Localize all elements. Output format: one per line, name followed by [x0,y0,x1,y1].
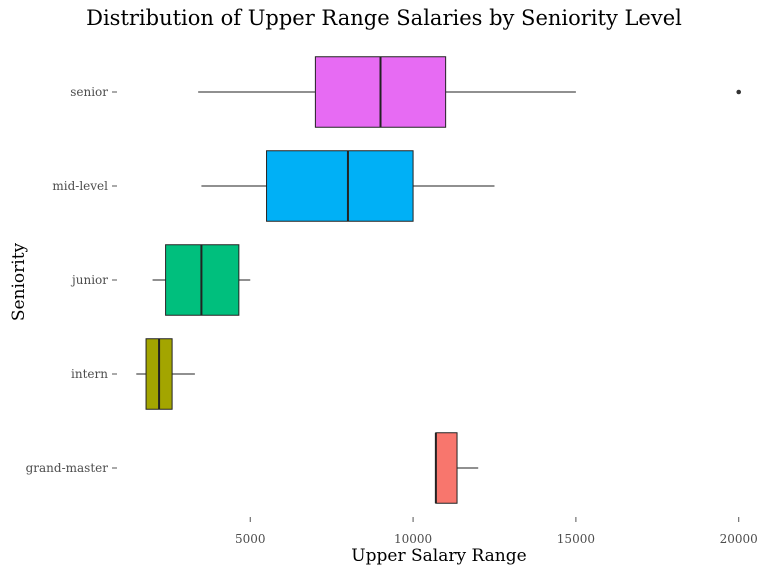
y-tick-label: intern [71,367,108,381]
x-tick-label: 20000 [720,532,758,546]
chart-title: Distribution of Upper Range Salaries by … [86,6,682,30]
box-grand-master [435,432,458,504]
outlier-point [736,89,742,95]
y-tick-label: junior [70,273,108,287]
y-tick-label: senior [70,85,108,99]
y-axis-label: Seniority [9,242,29,322]
x-tick-label: 5000 [235,532,266,546]
x-tick-label: 15000 [557,532,595,546]
x-tick-label: 10000 [394,532,432,546]
x-axis-label: Upper Salary Range [351,546,527,566]
y-tick-label: grand-master [26,461,109,475]
y-tick-label: mid-level [52,179,108,193]
box-mid-level [266,150,414,222]
